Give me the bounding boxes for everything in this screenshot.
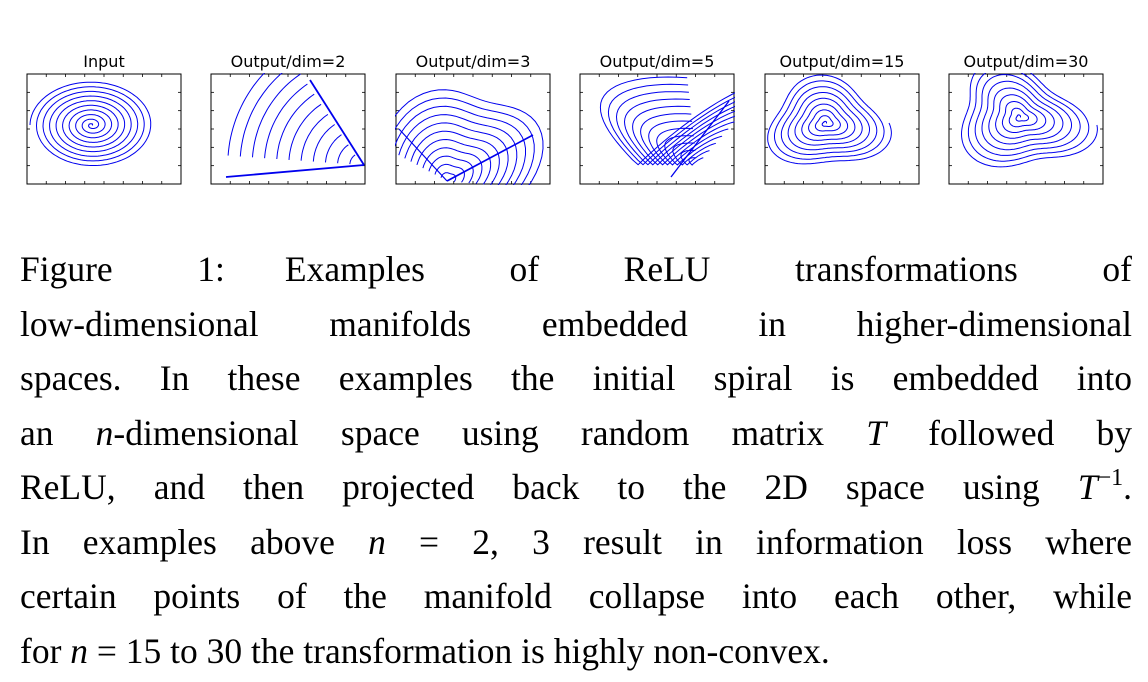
spiral-curve [395,97,535,185]
figure-label: Figure 1: [20,249,225,289]
caption-line: spaces. In these examples the initial sp… [20,358,1132,398]
spiral-curve [640,113,735,166]
math-n: n [70,630,89,671]
spiral-curve [252,73,301,158]
spiral-curve [422,147,483,184]
spiral-curve [767,74,892,165]
caption-text: followed by [886,412,1132,453]
spiral-curve [398,114,518,185]
spiral-curve [288,103,322,160]
caption-text: = 15 to 30 the transformation is highly … [88,630,830,671]
panel-title: Output/dim=5 [599,52,715,71]
panel-title: Output/dim=3 [415,52,531,71]
caption-line: Figure 1: Examples of ReLU transformation… [20,242,1132,297]
plot-frame [579,73,735,185]
spiral-curve [404,122,509,185]
caption-text: . [1123,467,1132,507]
spiral-curve [434,163,465,183]
panel-title: Output/dim=30 [963,52,1089,71]
figure-panels: Input Output/dim=2 Output/dim=3 Output/d… [0,0,1148,200]
caption-text: -dimensional space using random matrix [113,412,867,453]
math-n: n [368,521,386,562]
spiral-curve [29,81,152,166]
math-n: n [95,412,114,453]
spiral-curve [227,73,266,156]
spiral-curve [416,138,492,185]
panel-title: Output/dim=2 [230,52,346,71]
plot-dim2 [210,73,366,185]
spiral-curve [264,83,308,159]
spiral-curve [648,120,735,166]
plot-input [26,73,182,185]
caption-line: In examples above n = 2, 3 result in inf… [20,515,1132,570]
caption-text: Examples of ReLU transformations of [284,249,1132,289]
panel-title: Input [83,52,125,71]
spiral-curve [440,172,457,182]
spiral-curve [312,124,335,162]
plot-dim3 [395,73,551,185]
math-T: T [866,412,887,453]
spiral-curve [428,155,474,184]
collapse-line [446,134,534,182]
collapse-line [225,164,365,178]
caption-text: for [20,630,71,671]
plot-frame [764,73,920,185]
spiral-curve [607,83,735,166]
panel-title: Output/dim=15 [779,52,905,71]
caption-text: ReLU, and then projected back to the 2D … [20,467,1078,507]
spiral-curve [349,154,356,165]
spiral-curve [615,91,735,166]
spiral-curve [325,134,342,163]
collapse-line [309,79,365,166]
collapse-line [670,100,730,178]
spiral-curve [239,73,283,157]
spiral-curve [337,144,349,164]
figure-caption: Figure 1: Examples of ReLU transformation… [20,242,1132,678]
spiral-curve [395,105,526,185]
math-superscript: −1 [1097,465,1124,491]
spiral-curve [395,89,544,185]
plot-dim5 [579,73,735,185]
caption-line: certain points of the manifold collapse … [20,576,1132,616]
caption-line: ReLU, and then projected back to the 2D … [20,460,1132,515]
spiral-curve [276,93,315,160]
spiral-curve [632,105,735,166]
spiral-curve [960,73,1098,168]
caption-line: for n = 15 to 30 the transformation is h… [20,624,1132,679]
math-T: T [1077,467,1098,507]
spiral-curve [672,142,716,166]
plot-dim30 [948,73,1104,185]
spiral-curve [656,127,729,166]
caption-text: In examples above [20,521,369,562]
plot-dim15 [764,73,920,185]
caption-line: low-dimensional manifolds embedded in hi… [20,303,1132,344]
spiral-curve [300,113,329,161]
spiral-curve [410,130,500,185]
spiral-curve [688,157,704,166]
caption-text: an [20,412,96,453]
caption-line: an n-dimensional space using random matr… [20,406,1132,461]
collapse-line [398,128,448,182]
caption-text: = 2, 3 result in information loss where [385,521,1132,562]
spiral-curve [599,76,735,166]
